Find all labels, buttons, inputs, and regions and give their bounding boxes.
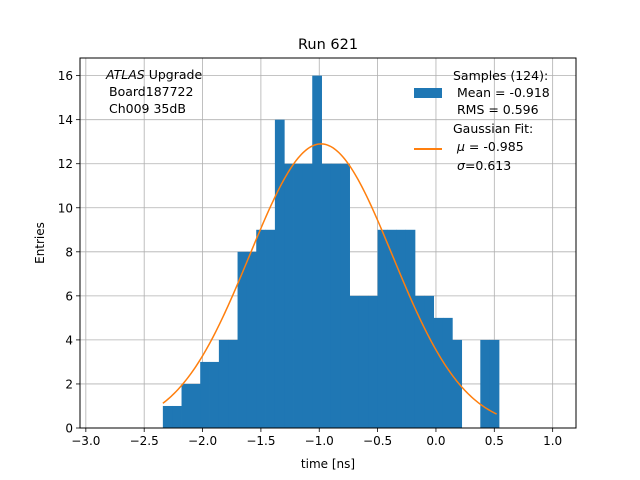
histogram-bar <box>200 361 210 428</box>
x-tick-label: −1.0 <box>305 434 334 448</box>
annotation-line-2: Board187722 <box>109 84 193 99</box>
annotation-upgrade: Upgrade <box>145 67 203 82</box>
histogram-bar <box>480 339 491 428</box>
histogram-bar <box>349 295 360 428</box>
gaussian-fit-curve <box>162 143 497 415</box>
annotation-line-3: Ch009 35dB <box>109 101 186 116</box>
x-tick-label: 0.0 <box>426 434 445 448</box>
legend-mu-value: = -0.985 <box>465 139 524 154</box>
x-tick-label: −2.0 <box>188 434 217 448</box>
legend-sigma-symbol: σ <box>457 158 466 173</box>
histogram-bar <box>162 405 173 428</box>
legend-fit-mu: μ = -0.985 <box>456 139 524 154</box>
histogram-bar <box>312 75 322 428</box>
legend: Samples (124): Mean = -0.918 RMS = 0.596… <box>414 68 550 173</box>
histogram-bar <box>377 229 388 428</box>
histogram-bar <box>274 119 285 429</box>
atlas-annotation: ATLAS Upgrade Board187722 Ch009 35dB <box>105 67 202 116</box>
y-tick-label: 4 <box>65 333 73 347</box>
histogram-bar <box>209 361 220 428</box>
y-tick-label: 8 <box>65 245 73 259</box>
histogram-bar <box>237 251 248 428</box>
annotation-atlas: ATLAS <box>105 67 145 82</box>
histogram-bar <box>414 295 425 428</box>
y-axis-label: Entries <box>33 222 47 264</box>
histogram-bar <box>442 317 453 428</box>
histogram-bar <box>190 383 201 428</box>
x-tick-label: 1.0 <box>543 434 562 448</box>
y-tick-label: 6 <box>65 289 73 303</box>
histogram-bar <box>172 405 182 428</box>
histogram-bar <box>246 251 257 428</box>
histogram-bar <box>386 229 397 428</box>
legend-samples-title: Samples (124): <box>453 68 548 83</box>
histogram-bar <box>284 163 294 428</box>
histogram-bar <box>302 163 313 428</box>
histogram-bar <box>424 295 435 428</box>
histogram-bar <box>396 229 407 428</box>
histogram-bar <box>340 163 350 428</box>
legend-samples-rms: RMS = 0.596 <box>453 102 539 117</box>
histogram-bar <box>321 163 332 428</box>
chart-title: Run 621 <box>298 37 358 53</box>
x-tick-label: −1.5 <box>246 434 275 448</box>
y-tick-label: 2 <box>65 377 73 391</box>
legend-samples-swatch <box>414 88 442 98</box>
x-tick-label: 0.5 <box>485 434 504 448</box>
x-axis-label: time [ns] <box>301 457 355 471</box>
histogram-bar <box>265 229 276 428</box>
legend-sigma-value: =0.613 <box>465 158 511 173</box>
histogram-bar <box>218 339 229 428</box>
legend-fit-sigma: σ=0.613 <box>457 158 511 173</box>
legend-fit-title: Gaussian Fit: <box>453 121 533 136</box>
legend-samples-mean: Mean = -0.918 <box>453 85 550 100</box>
histogram-bar <box>330 163 341 428</box>
x-tick-label: −0.5 <box>363 434 392 448</box>
y-tick-label: 12 <box>58 157 73 171</box>
axis-ticks: −3.0 −2.5 −2.0 −1.5 −1.0 −0.5 0.0 0.5 1.0 0 2 4 6 8 10… <box>58 69 562 448</box>
histogram-bar <box>256 229 266 428</box>
annotation-line-1: ATLAS Upgrade <box>105 67 202 82</box>
y-tick-label: 0 <box>65 422 73 436</box>
histogram-bar <box>358 295 369 428</box>
histogram-bar <box>228 339 238 428</box>
x-tick-label: −3.0 <box>71 434 100 448</box>
histogram-bar <box>452 339 463 428</box>
plot-frame <box>79 57 577 429</box>
x-tick-label: −2.5 <box>130 434 159 448</box>
legend-mu-symbol: μ <box>456 139 465 154</box>
histogram-bars <box>162 75 500 429</box>
y-tick-label: 10 <box>58 201 73 215</box>
histogram-bar <box>293 163 304 428</box>
histogram-bar <box>405 229 416 428</box>
histogram-bar <box>181 383 192 428</box>
histogram-bar <box>489 339 500 428</box>
y-tick-label: 14 <box>58 113 73 127</box>
histogram-bar <box>368 295 378 428</box>
histogram-bar <box>433 317 444 428</box>
y-tick-label: 16 <box>58 69 73 83</box>
